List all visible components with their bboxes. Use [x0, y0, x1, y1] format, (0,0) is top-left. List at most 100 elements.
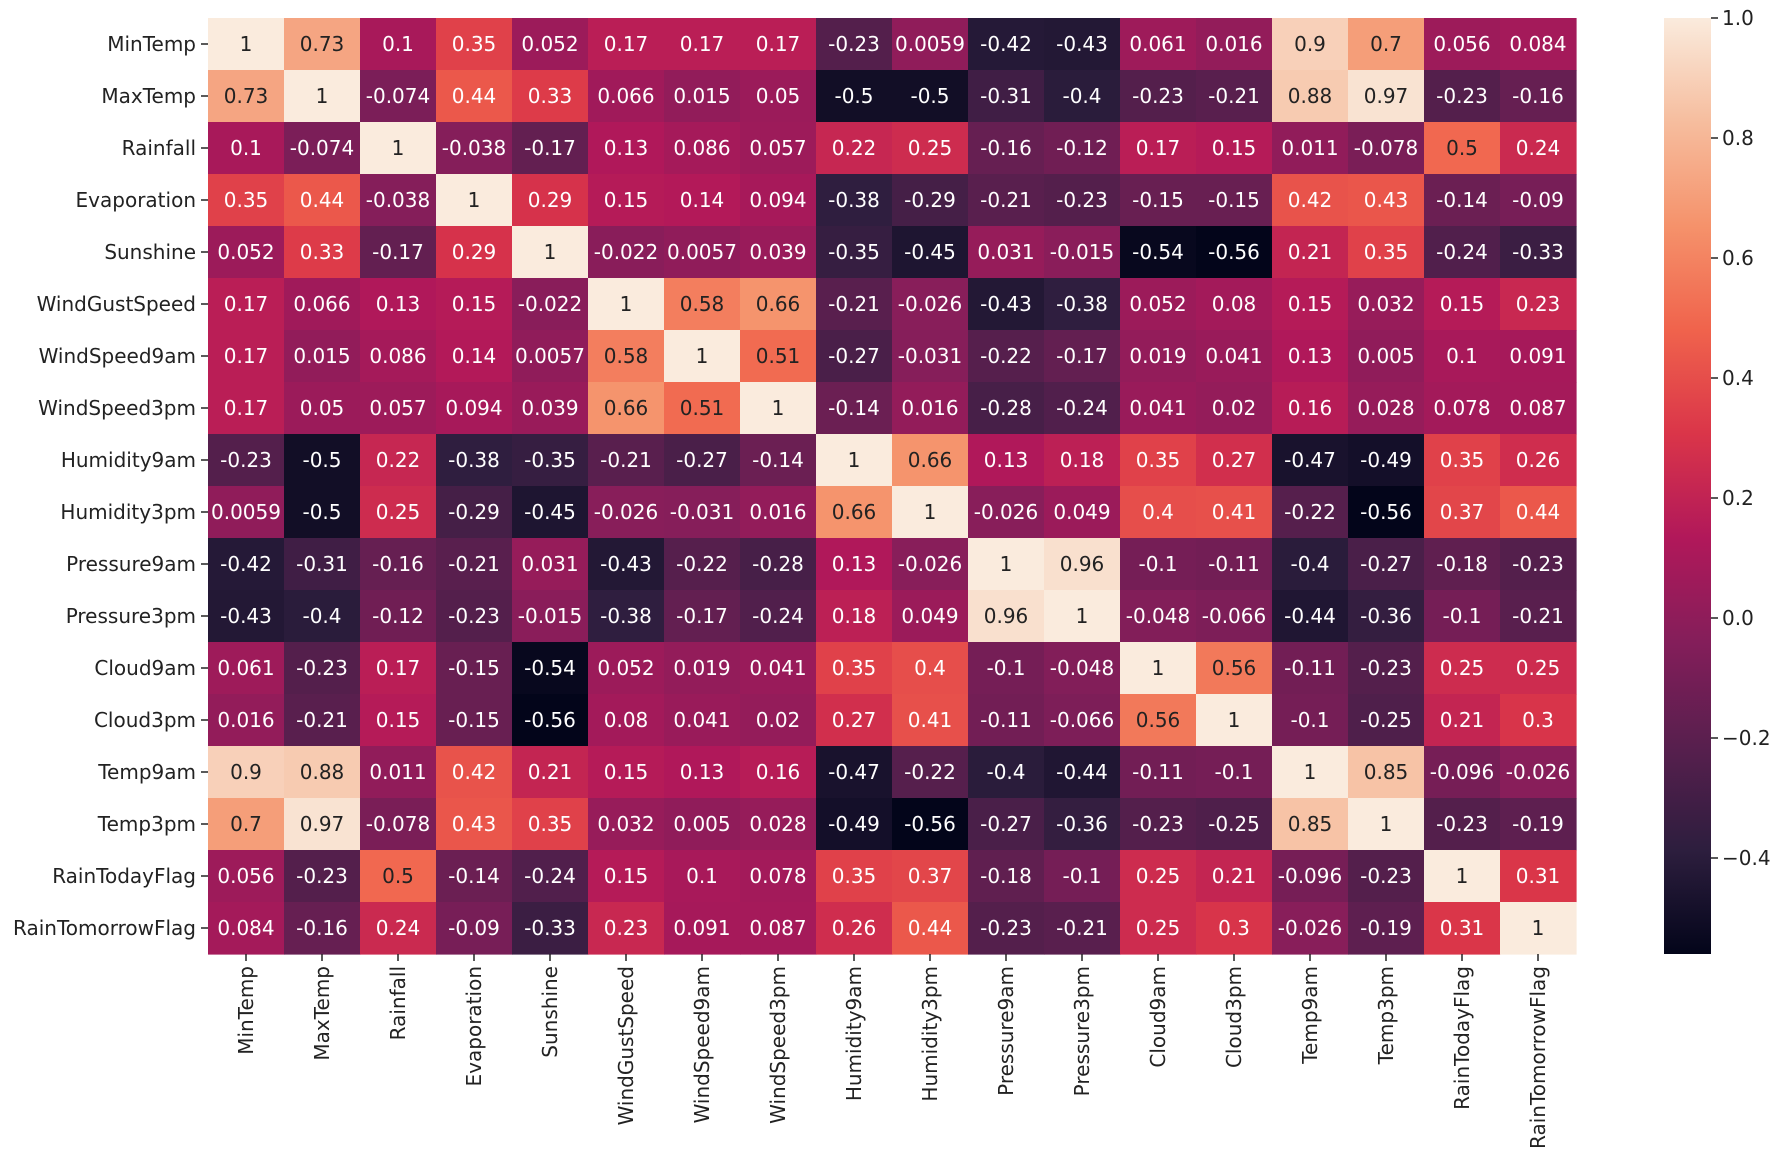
heatmap-cell [1044, 642, 1121, 695]
heatmap-cell [1044, 590, 1121, 643]
cell-value-label: -0.18 [1436, 552, 1488, 576]
cell-value-label: 0.17 [224, 396, 269, 420]
cell-value-label: -0.23 [1360, 656, 1412, 680]
cell-value-label: -0.031 [898, 344, 962, 368]
heatmap-cell [968, 18, 1045, 71]
heatmap-cell [512, 590, 589, 643]
heatmap-cell [208, 18, 285, 71]
cell-value-label: 0.23 [1516, 292, 1561, 316]
heatmap-cell [588, 902, 665, 955]
cell-value-label: 0.041 [749, 656, 806, 680]
heatmap-cell [436, 590, 513, 643]
cell-value-label: 0.96 [984, 604, 1029, 628]
cell-value-label: 0.061 [217, 656, 274, 680]
cell-value-label: 0.29 [452, 240, 497, 264]
cell-value-label: -0.24 [1436, 240, 1488, 264]
heatmap-cell [892, 746, 969, 799]
heatmap-cell [892, 330, 969, 383]
cell-value-label: 1 [1076, 604, 1089, 628]
colorbar-tick-label: 0.8 [1722, 126, 1754, 150]
cell-value-label: -0.22 [980, 344, 1032, 368]
cell-value-label: 0.97 [300, 812, 345, 836]
cell-value-label: 0.016 [1205, 32, 1262, 56]
heatmap-cell [360, 486, 437, 539]
heatmap-cell [436, 122, 513, 175]
heatmap-cell [1120, 278, 1197, 331]
heatmap-cell [1424, 590, 1501, 643]
cell-value-label: 0.35 [832, 864, 877, 888]
y-tick-label: Sunshine [104, 240, 196, 264]
cell-value-label: -0.45 [904, 240, 956, 264]
cell-value-label: -0.56 [1360, 500, 1412, 524]
heatmap-cell [360, 70, 437, 123]
heatmap-cell [284, 70, 361, 123]
heatmap-cell [284, 850, 361, 903]
heatmap-cell [1044, 226, 1121, 279]
cell-value-label: -0.35 [524, 448, 576, 472]
cell-value-label: 0.66 [908, 448, 953, 472]
heatmap-cell [588, 746, 665, 799]
cell-value-label: 0.97 [1364, 84, 1409, 108]
cell-value-label: -0.42 [220, 552, 272, 576]
heatmap-cell [892, 694, 969, 747]
heatmap-cell [740, 122, 817, 175]
heatmap-cell [360, 174, 437, 227]
heatmap-cell [740, 538, 817, 591]
heatmap-cell [512, 122, 589, 175]
cell-value-label: 0.24 [1516, 136, 1561, 160]
cell-value-label: 0.066 [597, 84, 654, 108]
heatmap-cell [1348, 278, 1425, 331]
heatmap-cell [816, 382, 893, 435]
cell-value-label: 0.7 [230, 812, 262, 836]
cell-value-label: -0.031 [670, 500, 734, 524]
x-axis-tick-labels: MinTemp MaxTemp Rainfall Evaporation Sunshin… [234, 954, 1550, 1149]
y-tick-label: WindSpeed3pm [38, 396, 196, 420]
cell-value-label: -0.31 [980, 84, 1032, 108]
cell-value-label: 0.032 [597, 812, 654, 836]
x-tick-label: Humidity9am [842, 966, 866, 1101]
heatmap-cell [208, 798, 285, 851]
heatmap-cell [1424, 486, 1501, 539]
heatmap-cell [360, 434, 437, 487]
cell-value-label: 0.0057 [667, 240, 737, 264]
cell-value-label: -0.42 [980, 32, 1032, 56]
heatmap-cell [968, 590, 1045, 643]
cell-value-label: 0.25 [376, 500, 421, 524]
cell-value-label: 0.35 [1136, 448, 1181, 472]
heatmap-cell [1424, 382, 1501, 435]
heatmap-cell [1272, 174, 1349, 227]
cell-value-label: -0.11 [980, 708, 1032, 732]
colorbar-tick-label: −0.2 [1722, 726, 1771, 750]
cell-value-label: 0.15 [604, 760, 649, 784]
cell-value-label: 0.13 [604, 136, 649, 160]
cell-value-label: 1 [620, 292, 633, 316]
heatmap-cell [892, 642, 969, 695]
heatmap-cell [1500, 642, 1577, 695]
heatmap-cell [892, 174, 969, 227]
heatmap-cell [512, 434, 589, 487]
cell-value-label: -0.038 [366, 188, 430, 212]
heatmap-cell [1500, 70, 1577, 123]
cell-value-label: -0.16 [296, 916, 348, 940]
cell-value-label: 0.3 [1218, 916, 1250, 940]
cell-value-label: -0.5 [834, 84, 873, 108]
cell-value-label: 0.078 [749, 864, 806, 888]
heatmap-cell [1044, 278, 1121, 331]
cell-value-label: 0.1 [1446, 344, 1478, 368]
heatmap-cell [740, 70, 817, 123]
cell-value-label: 0.14 [680, 188, 725, 212]
heatmap-cell [1424, 902, 1501, 955]
cell-value-label: 0.13 [376, 292, 421, 316]
cell-value-label: -0.49 [828, 812, 880, 836]
heatmap-cell [1348, 18, 1425, 71]
cell-value-label: 0.15 [604, 864, 649, 888]
cell-value-label: -0.23 [1132, 84, 1184, 108]
cell-value-label: -0.4 [1062, 84, 1101, 108]
cell-value-label: -0.4 [1290, 552, 1329, 576]
x-tick-label: WindSpeed3pm [766, 966, 790, 1124]
cell-value-label: 0.25 [1516, 656, 1561, 680]
heatmap-cell [1120, 70, 1197, 123]
cell-value-label: 0.041 [673, 708, 730, 732]
cell-value-label: -0.15 [1208, 188, 1260, 212]
heatmap-cell [816, 798, 893, 851]
